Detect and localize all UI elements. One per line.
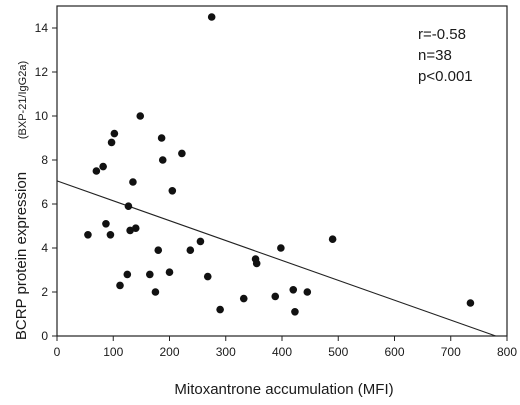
y-tick-label: 8 bbox=[41, 153, 48, 167]
x-tick-label: 800 bbox=[497, 345, 517, 359]
data-point bbox=[271, 292, 280, 301]
y-tick-label: 14 bbox=[35, 21, 49, 35]
data-point bbox=[146, 270, 154, 279]
y-tick-label: 12 bbox=[35, 65, 49, 79]
x-tick-label: 400 bbox=[272, 345, 292, 359]
data-point bbox=[154, 246, 163, 254]
stat-p: p<0.001 bbox=[418, 68, 473, 85]
y-tick-label: 10 bbox=[35, 109, 49, 123]
data-point bbox=[186, 246, 195, 254]
data-point bbox=[129, 178, 137, 186]
x-tick-label: 0 bbox=[54, 345, 61, 359]
data-point bbox=[466, 299, 475, 307]
y-tick-label: 2 bbox=[41, 285, 48, 299]
data-point bbox=[196, 237, 205, 246]
data-point bbox=[207, 13, 216, 21]
data-point bbox=[123, 270, 132, 279]
data-point bbox=[131, 224, 140, 232]
x-ticks: 0 100 200 300 400 500 600 700 800 bbox=[54, 336, 517, 359]
x-axis-label: Mitoxantrone accumulation (MFI) bbox=[174, 381, 393, 398]
x-tick-label: 200 bbox=[159, 345, 179, 359]
data-point bbox=[216, 305, 224, 314]
x-tick-label: 600 bbox=[384, 345, 404, 359]
data-point bbox=[165, 268, 174, 277]
data-point bbox=[99, 162, 107, 171]
data-point bbox=[107, 138, 116, 147]
data-point bbox=[136, 112, 145, 120]
y-axis-sublabel: (BXP-21/IgG2a) bbox=[17, 61, 29, 139]
data-point bbox=[277, 244, 285, 252]
data-point bbox=[239, 294, 248, 303]
x-tick-label: 300 bbox=[216, 345, 236, 359]
x-tick-label: 100 bbox=[103, 345, 123, 359]
data-point bbox=[303, 288, 312, 296]
data-point bbox=[158, 156, 167, 164]
y-tick-label: 0 bbox=[41, 329, 48, 343]
x-tick-label: 500 bbox=[328, 345, 348, 359]
data-point bbox=[106, 231, 115, 239]
y-tick-label: 4 bbox=[41, 241, 48, 255]
data-point bbox=[102, 220, 110, 228]
x-tick-label: 700 bbox=[441, 345, 461, 359]
data-point bbox=[291, 308, 299, 316]
stat-n: n=38 bbox=[418, 47, 452, 64]
data-points bbox=[84, 13, 475, 316]
data-point bbox=[116, 281, 124, 290]
data-point bbox=[151, 288, 160, 296]
data-point bbox=[168, 187, 177, 195]
regression-line bbox=[56, 180, 496, 337]
data-point bbox=[252, 259, 261, 268]
y-axis-label: BCRP protein expression bbox=[13, 172, 30, 340]
regression-line-group bbox=[56, 180, 496, 337]
data-point bbox=[328, 235, 337, 243]
data-point bbox=[203, 272, 212, 281]
data-point bbox=[92, 167, 101, 175]
y-tick-label: 6 bbox=[41, 197, 48, 211]
y-ticks: 0 2 4 6 8 10 12 14 bbox=[35, 21, 57, 343]
data-point bbox=[110, 129, 119, 138]
data-point bbox=[124, 202, 133, 210]
data-point bbox=[84, 231, 92, 239]
data-point bbox=[289, 286, 298, 294]
y-axis-label-group: BCRP protein expression (BXP-21/IgG2a) bbox=[13, 61, 30, 340]
data-point bbox=[178, 149, 186, 158]
stat-r: r=-0.58 bbox=[418, 26, 466, 43]
data-point bbox=[157, 134, 166, 142]
